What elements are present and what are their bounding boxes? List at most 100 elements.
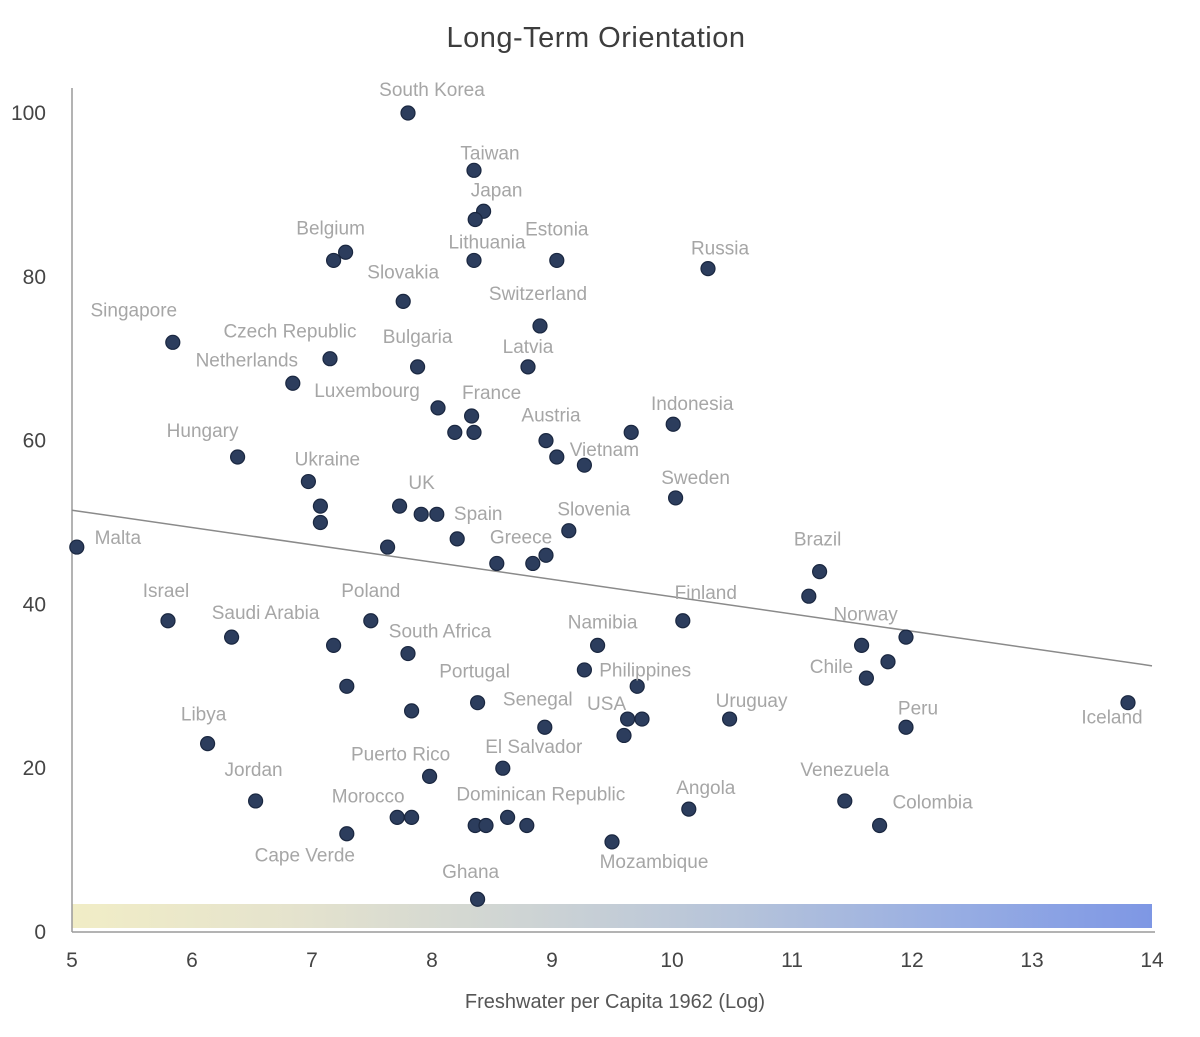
data-point[interactable] [589,637,606,653]
data-point[interactable] [538,433,554,449]
data-point[interactable] [837,793,853,809]
data-point[interactable] [400,645,416,662]
gradient-strip-group [72,904,1152,928]
point-label: France [462,383,521,404]
y-tick-label: 60 [23,430,46,453]
data-point[interactable] [464,408,480,424]
data-point[interactable] [404,809,420,825]
point-label: Lithuania [448,232,526,253]
data-point[interactable] [549,252,565,269]
point-label: Taiwan [460,143,519,164]
data-point[interactable] [667,490,684,506]
data-point[interactable] [538,547,554,563]
axes-group: 5 6 7 8 9 10 11 12 13 14 0 20 40 60 80 100 [11,88,1164,972]
data-point[interactable] [338,244,354,260]
x-tick-label: 6 [186,949,198,972]
data-point[interactable] [675,613,691,629]
data-point[interactable] [300,473,316,490]
data-point[interactable] [230,449,246,465]
data-point[interactable] [467,211,483,228]
data-point[interactable] [312,498,328,514]
point-label: Netherlands [196,350,298,371]
data-point[interactable] [495,760,511,776]
data-point[interactable] [665,416,681,432]
data-point[interactable] [430,400,446,416]
data-point[interactable] [801,588,817,604]
data-point[interactable] [326,637,342,653]
data-point[interactable] [165,334,181,350]
data-point[interactable] [858,670,875,686]
data-point[interactable] [224,629,240,645]
point-label: Switzerland [489,284,587,305]
data-point[interactable] [604,834,620,850]
chart-title: Long-Term Orientation [446,22,745,54]
data-point[interactable] [853,637,870,653]
point-label: Venezuela [800,760,889,781]
data-point[interactable] [470,891,486,907]
data-point[interactable] [285,375,301,391]
data-point[interactable] [880,654,896,670]
data-point[interactable] [380,539,396,555]
data-point[interactable] [470,695,486,711]
point-label: Slovenia [557,500,630,521]
data-point[interactable] [69,539,85,555]
data-point[interactable] [525,555,541,572]
data-point[interactable] [489,555,505,572]
data-point[interactable] [413,506,429,522]
point-label: Philippines [599,660,691,681]
data-point[interactable] [447,424,463,441]
data-point[interactable] [634,711,650,727]
point-label: Portugal [439,662,510,683]
data-point[interactable] [312,514,328,531]
data-point[interactable] [576,662,593,678]
data-point[interactable] [248,793,264,809]
point-label: USA [587,694,626,715]
data-point[interactable] [616,727,632,744]
data-point[interactable] [1120,695,1136,711]
data-point[interactable] [322,351,338,367]
point-label: Uruguay [716,691,788,712]
data-point[interactable] [537,719,553,735]
data-point[interactable] [898,629,914,645]
x-axis-title: Freshwater per Capita 1962 (Log) [465,991,765,1013]
data-point[interactable] [160,613,176,629]
data-point[interactable] [449,531,465,547]
data-point[interactable] [389,809,405,825]
data-point[interactable] [532,318,548,334]
data-point[interactable] [700,261,716,277]
data-point[interactable] [520,359,536,375]
data-point[interactable] [466,252,482,269]
data-point[interactable] [326,252,342,269]
data-point[interactable] [623,424,639,441]
data-point[interactable] [871,817,888,834]
data-point[interactable] [339,678,355,694]
data-point[interactable] [339,826,355,842]
point-label: Spain [454,504,503,525]
data-point[interactable] [500,809,516,825]
data-point[interactable] [549,449,565,465]
data-point[interactable] [363,613,379,629]
data-point[interactable] [681,801,697,817]
data-point[interactable] [200,736,216,752]
data-point[interactable] [395,293,411,309]
point-label: El Salvador [485,737,583,758]
data-point[interactable] [466,162,482,178]
data-point[interactable] [561,523,577,539]
data-point[interactable] [898,719,914,735]
point-label: Sweden [661,468,730,489]
data-point[interactable] [410,359,426,375]
point-label: Saudi Arabia [212,603,320,624]
data-point[interactable] [576,457,593,473]
data-point[interactable] [519,817,535,834]
data-point[interactable] [422,768,438,784]
data-point[interactable] [478,817,494,834]
data-point[interactable] [721,711,738,727]
data-point[interactable] [466,424,482,441]
data-point[interactable] [404,703,420,719]
data-point[interactable] [400,105,416,121]
data-point[interactable] [811,564,828,580]
data-point[interactable] [392,498,408,514]
data-point[interactable] [429,506,445,522]
data-point[interactable] [629,678,645,694]
